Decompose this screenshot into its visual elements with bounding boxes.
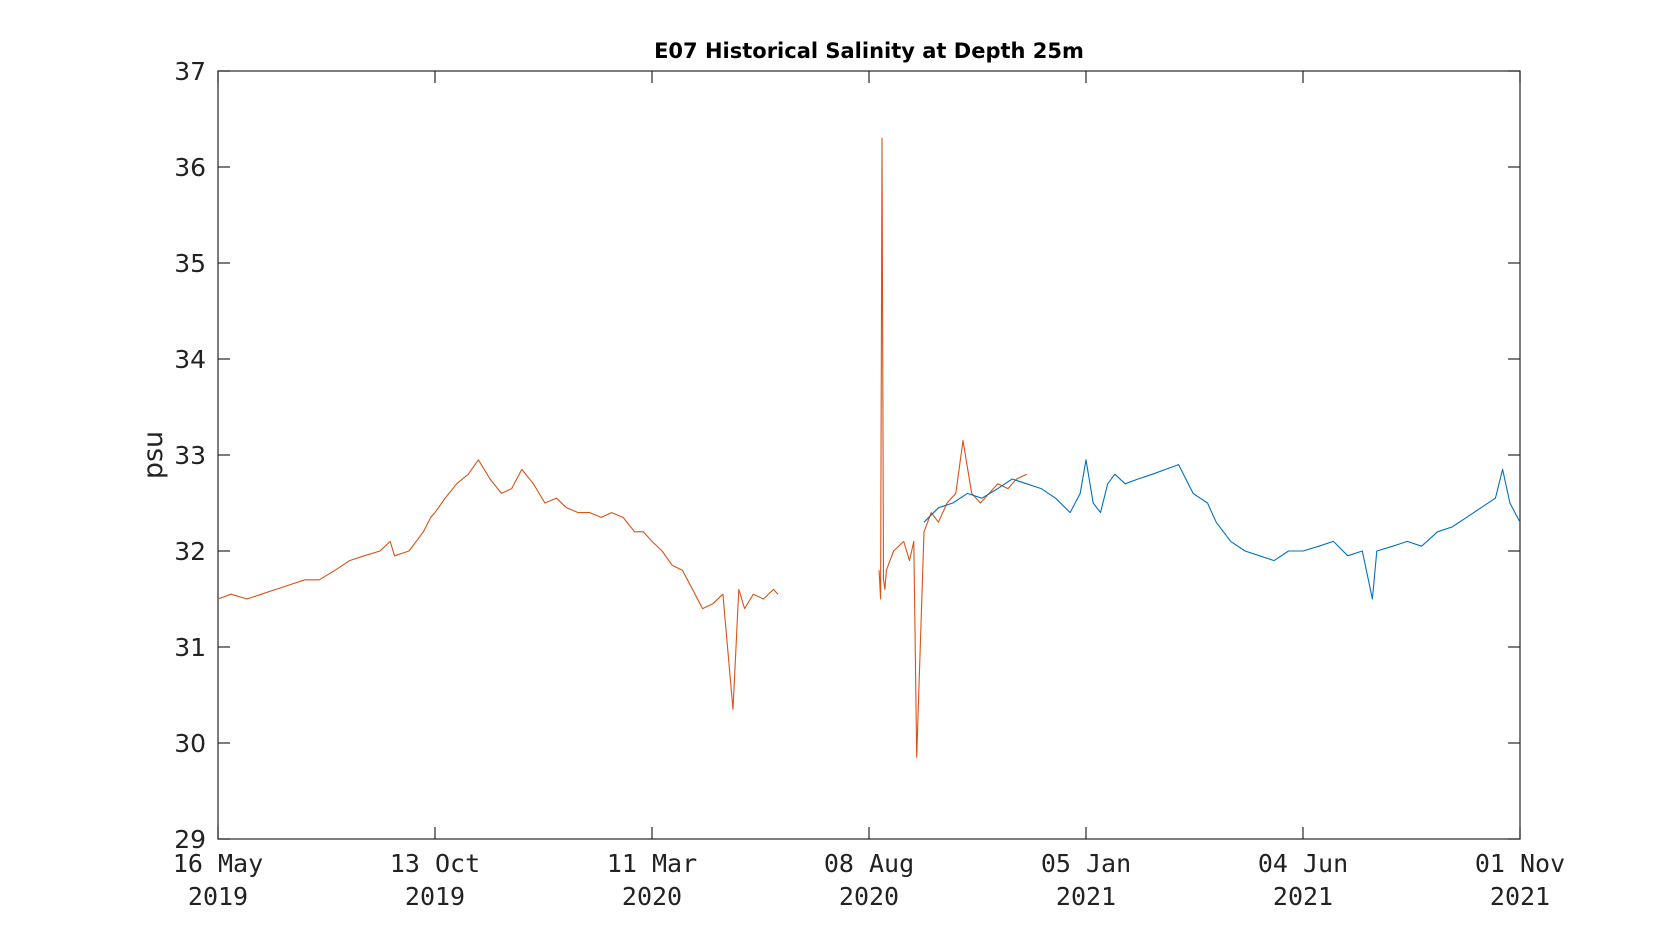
y-tick-label: 30 (174, 729, 206, 758)
y-tick-label: 36 (174, 153, 206, 182)
x-tick-year: 2019 (405, 882, 465, 911)
x-tick-label: 05 Jan (1041, 849, 1131, 878)
y-tick-label: 29 (174, 825, 206, 854)
y-tick-label: 35 (174, 249, 206, 278)
chart-title: E07 Historical Salinity at Depth 25m (654, 39, 1084, 63)
y-tick-label: 33 (174, 441, 206, 470)
series-line-2 (923, 459, 1521, 600)
y-tick-label: 37 (174, 57, 206, 86)
y-axis: 29 30 31 32 33 34 35 36 37 (174, 57, 1520, 854)
x-axis: 16 May 2019 13 Oct 2019 11 Mar 2020 08 Aug 2020… (173, 71, 1565, 911)
series-line-1 (217, 137, 1027, 758)
x-tick-label: 16 May (173, 849, 263, 878)
y-tick-label: 34 (174, 345, 206, 374)
x-tick-label: 04 Jun (1258, 849, 1348, 878)
y-tick-label: 31 (174, 633, 206, 662)
x-tick-year: 2021 (1273, 882, 1333, 911)
x-tick-year: 2021 (1056, 882, 1116, 911)
y-tick-label: 32 (174, 537, 206, 566)
x-tick-label: 11 Mar (607, 849, 697, 878)
x-tick-year: 2019 (188, 882, 248, 911)
x-tick-label: 01 Nov (1475, 849, 1565, 878)
y-axis-label: psu (138, 431, 169, 479)
x-tick-year: 2021 (1490, 882, 1550, 911)
x-tick-year: 2020 (622, 882, 682, 911)
series-group (217, 137, 1521, 758)
x-tick-label: 13 Oct (390, 849, 480, 878)
x-tick-year: 2020 (839, 882, 899, 911)
plot-area (217, 70, 1521, 840)
x-tick-label: 08 Aug (824, 849, 914, 878)
